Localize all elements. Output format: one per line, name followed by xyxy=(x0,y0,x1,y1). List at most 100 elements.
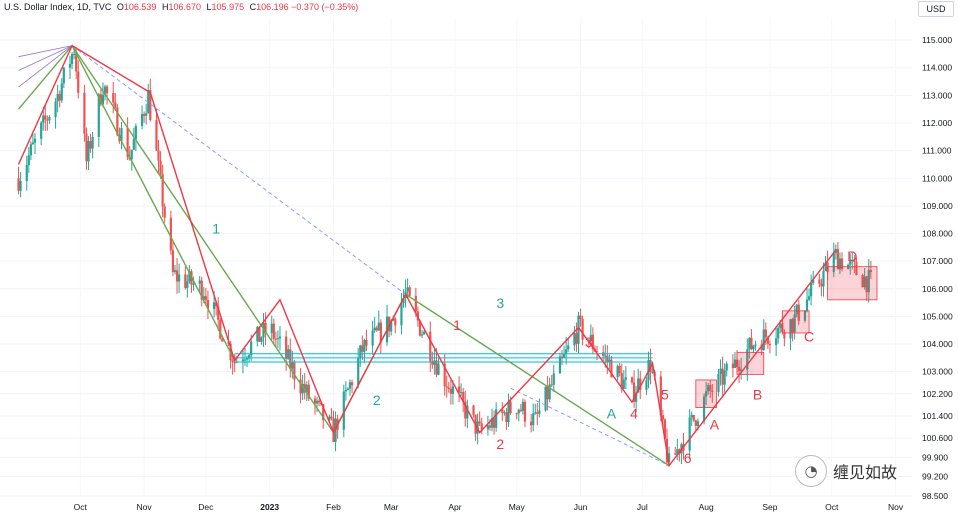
candle-body xyxy=(530,421,533,426)
wave-label: 1 xyxy=(453,317,461,333)
candle-body xyxy=(357,358,360,386)
candle-body xyxy=(750,337,753,350)
candle-body xyxy=(509,401,512,414)
time-axis[interactable]: Oct Nov Dec 2023 Feb Mar Apr May Jun Jul Aug Sep Oct… xyxy=(74,502,904,512)
symbol-title[interactable]: U.S. Dollar Index, 1D, TVC xyxy=(4,2,112,12)
candle-body xyxy=(692,414,695,421)
y-tick-label: 101.400 xyxy=(922,411,953,421)
fan-line xyxy=(18,45,73,88)
low-value: 105.975 xyxy=(211,2,245,12)
x-tick-label: Mar xyxy=(384,502,399,512)
candle-body xyxy=(149,90,152,121)
candle-body xyxy=(143,114,146,116)
fan-line xyxy=(18,45,73,71)
candle-body xyxy=(264,322,267,333)
watermark: ◔ 缠见如故 xyxy=(795,455,897,487)
candle-body xyxy=(581,318,584,340)
candle-body xyxy=(414,295,417,312)
candle-body xyxy=(379,322,382,343)
currency-button[interactable]: USD xyxy=(918,1,954,17)
candle-body xyxy=(575,333,578,344)
candle-body xyxy=(707,385,710,392)
x-tick-label: 2023 xyxy=(260,502,279,512)
candle-body xyxy=(740,369,743,372)
x-tick-label: Jun xyxy=(574,502,588,512)
candle-body xyxy=(315,400,319,404)
candle-body xyxy=(400,302,403,326)
dashed-trend-line xyxy=(71,45,406,295)
candle-body xyxy=(73,53,76,55)
candle-body xyxy=(595,351,599,353)
candle-body xyxy=(445,386,448,388)
candle-body xyxy=(805,299,809,311)
candle-body xyxy=(202,296,205,300)
candle-body xyxy=(534,412,537,414)
candlesticks xyxy=(17,47,872,467)
candle-body xyxy=(313,398,317,404)
y-tick-label: 108.000 xyxy=(922,229,953,239)
close-value: 106.196 xyxy=(256,2,289,12)
candle-body xyxy=(91,136,94,149)
candle-body xyxy=(775,338,778,346)
candle-body xyxy=(548,384,551,400)
candle-body xyxy=(54,101,57,117)
x-tick-label: Nov xyxy=(888,502,904,512)
candle-body xyxy=(863,276,866,288)
candle-body xyxy=(171,250,175,272)
x-tick-label: May xyxy=(509,502,526,512)
candle-body xyxy=(733,359,737,369)
dashed-trend-line xyxy=(510,387,670,467)
candle-body xyxy=(577,315,580,344)
candle-body xyxy=(637,378,640,393)
candle-body xyxy=(175,270,179,282)
candle-body xyxy=(546,386,549,400)
candle-body xyxy=(803,310,807,321)
candle-body xyxy=(260,337,263,342)
candle-body xyxy=(291,362,294,369)
candle-body xyxy=(562,353,566,358)
candle-body xyxy=(853,259,856,262)
price-axis[interactable]: 115.000 114.000 113.000 112.000 111.000 110.0… xyxy=(922,35,953,501)
candle-body xyxy=(248,355,251,359)
y-tick-label: 105.000 xyxy=(922,311,953,321)
candle-body xyxy=(587,339,590,342)
candle-body xyxy=(394,318,397,326)
candle-body xyxy=(836,248,839,270)
candle-body xyxy=(620,373,623,389)
candle-body xyxy=(250,341,253,356)
y-tick-label: 102.200 xyxy=(922,389,953,399)
candle-body xyxy=(762,329,765,351)
candle-body xyxy=(777,327,780,339)
candle-body xyxy=(748,337,751,350)
candle-body xyxy=(433,360,436,365)
candle-body xyxy=(270,323,273,333)
candle-body xyxy=(272,323,275,339)
candle-body xyxy=(346,388,350,391)
candle-body xyxy=(116,107,119,136)
candle-body xyxy=(766,337,769,344)
candle-body xyxy=(460,391,463,393)
candle-body xyxy=(746,349,749,370)
candle-body xyxy=(46,119,49,121)
candle-body xyxy=(824,262,827,272)
candle-body xyxy=(429,331,432,362)
candle-body xyxy=(68,64,72,68)
candle-body xyxy=(449,388,452,394)
candle-body xyxy=(552,373,555,385)
candle-body xyxy=(486,425,490,430)
candle-body xyxy=(840,258,844,270)
candle-body xyxy=(134,125,137,140)
candle-body xyxy=(350,382,354,386)
candle-body xyxy=(188,271,191,282)
candle-body xyxy=(567,345,570,350)
candle-body xyxy=(573,333,576,346)
chart-legend: U.S. Dollar Index, 1D, TVC O106.539 H106… xyxy=(4,2,358,12)
candle-body xyxy=(373,327,376,331)
watermark-text: 缠见如故 xyxy=(833,463,898,482)
x-tick-label: Jul xyxy=(637,502,648,512)
candle-body xyxy=(589,334,592,342)
pivot-box xyxy=(827,266,878,301)
candle-body xyxy=(645,380,648,390)
candle-body xyxy=(820,283,823,287)
